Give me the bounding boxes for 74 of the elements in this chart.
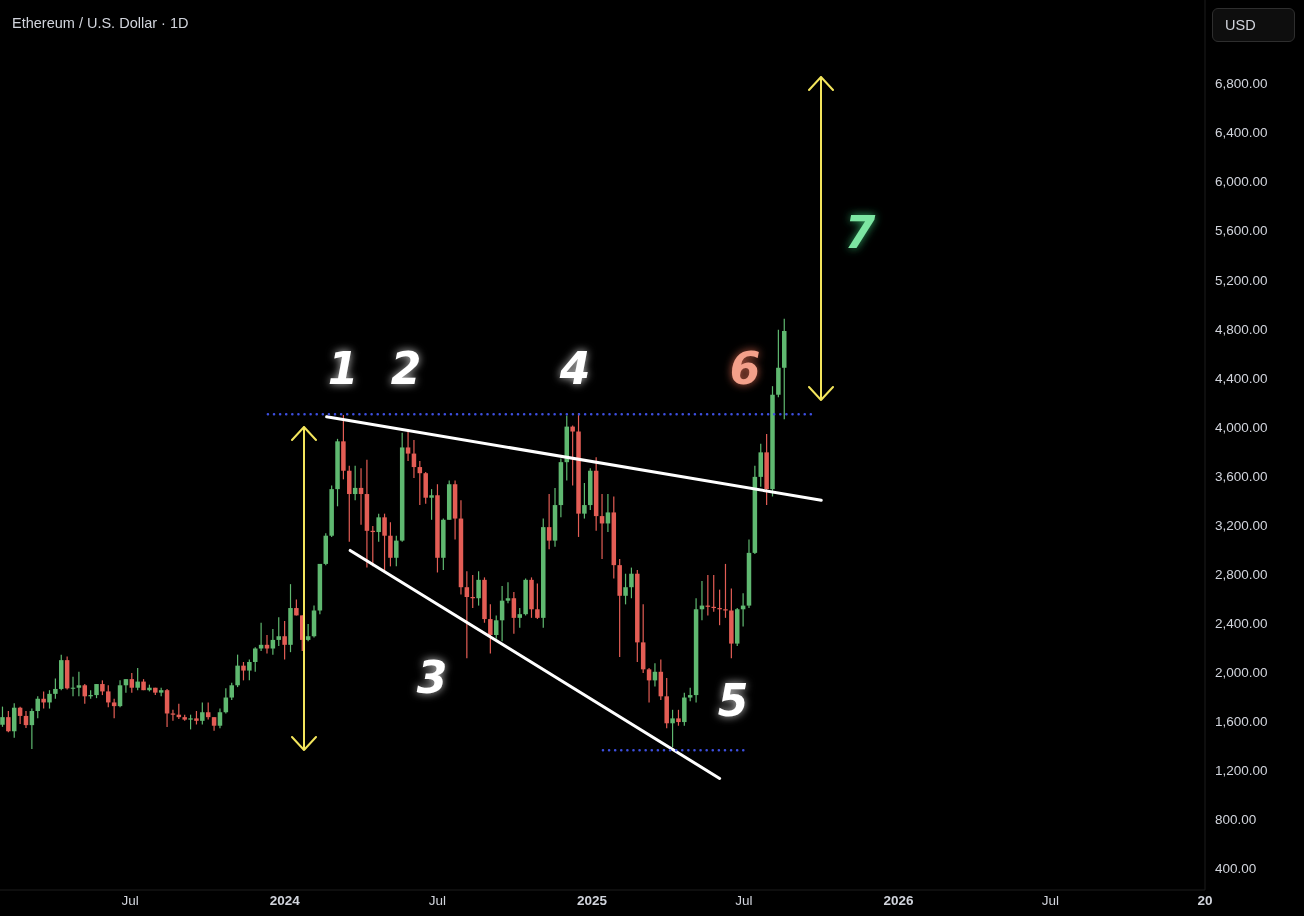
candlestick <box>376 513 381 543</box>
x-tick-label: 2026 <box>883 893 914 908</box>
candlestick <box>235 654 240 688</box>
candlestick <box>493 614 499 640</box>
candlestick <box>252 646 258 673</box>
y-tick-label: 4,400.00 <box>1215 370 1268 386</box>
annotation: 7 <box>844 207 876 258</box>
candlestick <box>106 684 111 708</box>
x-tick-label: 20 <box>1197 893 1213 908</box>
candlestick <box>200 701 205 726</box>
annotation: 5 <box>717 675 749 726</box>
y-tick-label: 6,400.00 <box>1215 125 1268 141</box>
annotation: 4 <box>558 343 591 394</box>
candlestick <box>170 709 176 722</box>
y-tick-label: 4,800.00 <box>1215 321 1268 337</box>
candlestick <box>47 689 52 710</box>
x-tick-label: Jul <box>428 893 447 908</box>
candlestick <box>76 671 82 697</box>
candlestick <box>535 582 540 620</box>
y-tick-label: 3,600.00 <box>1215 468 1268 484</box>
candlestick <box>388 521 393 567</box>
candlestick <box>129 672 135 694</box>
candlestick <box>217 707 223 729</box>
y-tick-label: 5,200.00 <box>1215 272 1268 288</box>
candlestick <box>282 620 287 661</box>
candlestick <box>347 465 352 543</box>
candlestick <box>111 698 117 719</box>
y-tick-label: 1,600.00 <box>1215 713 1268 729</box>
candlestick <box>0 706 5 728</box>
candlestick <box>464 570 470 659</box>
candlestick <box>276 616 281 647</box>
candlestick <box>517 607 522 629</box>
y-axis-title: USD <box>1212 8 1295 42</box>
candlestick <box>135 667 140 691</box>
x-tick-label: Jul <box>735 893 753 908</box>
candlestick <box>305 623 311 642</box>
text: Ethereum / U.S. Dollar · 1D <box>12 15 189 31</box>
candlestick <box>629 566 634 599</box>
x-tick-label: 2025 <box>576 893 608 908</box>
candlestick <box>35 695 40 719</box>
y-tick-label: 4,000.00 <box>1215 419 1268 435</box>
candlestick <box>623 573 628 605</box>
candlestick <box>394 535 399 567</box>
y-tick-label: 3,200.00 <box>1215 517 1268 533</box>
y-tick-label: 5,600.00 <box>1215 223 1268 239</box>
candlestick <box>670 709 675 748</box>
y-tick-label: 400.00 <box>1215 860 1257 876</box>
candlestick <box>511 591 517 635</box>
candlestick <box>247 658 252 681</box>
annotation: 2 <box>390 343 422 394</box>
candlestick <box>546 493 552 550</box>
candlestick <box>241 661 246 681</box>
candlestick <box>429 488 434 521</box>
x-tick-label: Jul <box>121 893 139 908</box>
y-tick-label: 1,200.00 <box>1215 762 1268 778</box>
candlestick <box>570 424 575 487</box>
candlestick <box>6 710 11 733</box>
y-tick-label: 800.00 <box>1215 811 1257 827</box>
annotation: 3 <box>416 652 448 703</box>
x-tick-label: 2024 <box>269 893 301 908</box>
candlestick <box>382 513 387 572</box>
annotation: 6 <box>729 343 761 394</box>
y-tick-label: 2,800.00 <box>1215 566 1268 582</box>
candlestick <box>582 482 587 520</box>
x-tick-label: Jul <box>1041 893 1060 908</box>
candlestick <box>488 603 493 654</box>
y-tick-label: 6,000.00 <box>1215 174 1268 190</box>
candlestick <box>53 677 58 700</box>
candlestick <box>476 570 481 607</box>
y-tick-label: 6,800.00 <box>1215 76 1268 92</box>
candlestick <box>505 581 511 604</box>
y-tick-label: 2,400.00 <box>1215 615 1268 631</box>
y-tick-label: 2,000.00 <box>1215 664 1268 680</box>
annotation: 1 <box>327 343 359 394</box>
